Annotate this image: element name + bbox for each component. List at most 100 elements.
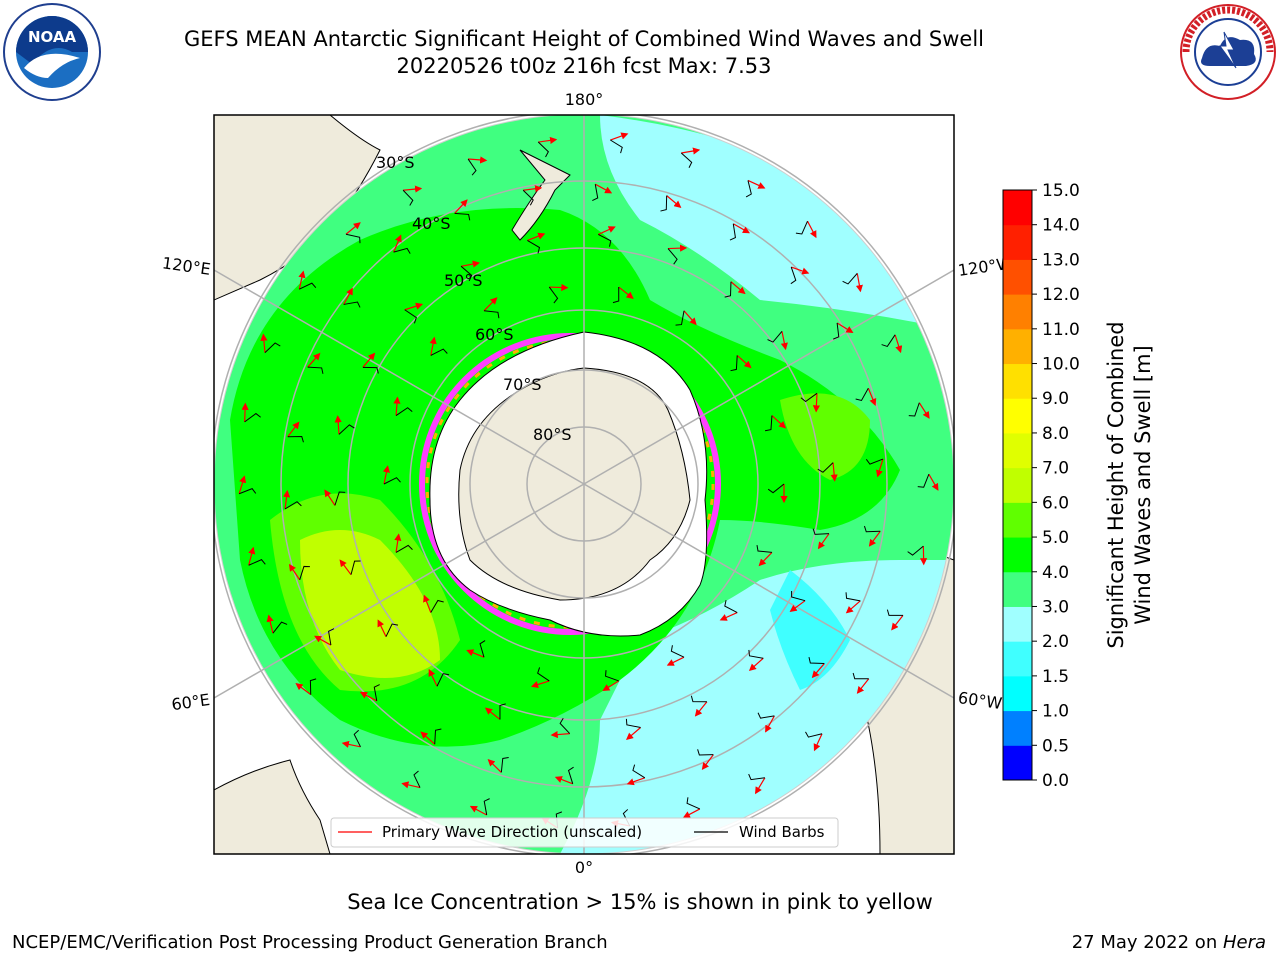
wind-barb	[842, 273, 858, 285]
wave-direction-arrow	[771, 415, 787, 429]
antarctica-continent-interior	[458, 367, 691, 601]
wind-barb	[764, 415, 773, 432]
wave-direction-arrow	[420, 731, 436, 745]
wind-barb	[395, 544, 413, 553]
colorbar-tick-label: 12.0	[1042, 285, 1080, 305]
colorbar-segment	[1003, 606, 1032, 642]
wind-barb	[373, 684, 380, 702]
wave-direction-arrow	[730, 281, 746, 295]
wave-direction-arrow	[343, 287, 353, 305]
colorbar-tick-label: 1.0	[1042, 702, 1069, 722]
wave-direction-arrow	[429, 336, 437, 356]
wind-barb	[605, 670, 619, 682]
colorbar-segment	[1003, 641, 1032, 677]
footer-credit: NCEP/EMC/Verification Post Processing Pr…	[12, 932, 608, 953]
wind-barb	[430, 599, 444, 613]
wind-barb	[299, 565, 310, 580]
wave-direction-arrow	[550, 730, 570, 739]
colorbar-segment	[1003, 328, 1032, 365]
wind-barb	[272, 621, 288, 634]
colorbar-frame	[1002, 189, 1033, 781]
nws-logo	[1180, 4, 1276, 100]
wind-barb	[748, 649, 764, 659]
chart-title: GEFS MEAN Antarctic Significant Height o…	[183, 27, 985, 51]
footer-date-text: 27 May 2022 on	[1071, 932, 1223, 953]
wave-direction-arrow	[359, 691, 378, 702]
wave-direction-arrow	[626, 727, 641, 740]
lat-label-30s: 30°S	[376, 153, 415, 172]
lat-label-50s: 50°S	[444, 271, 483, 290]
wave-direction-arrow	[719, 612, 738, 621]
colorbar-segment	[1003, 710, 1032, 746]
wind-barb	[383, 477, 401, 485]
wind-barb	[767, 483, 785, 494]
wind-barb	[309, 678, 317, 695]
wind-barb	[724, 600, 738, 614]
colorbar-tick-label: 0.0	[1042, 771, 1069, 791]
wave-direction-arrow	[468, 156, 488, 164]
wave-direction-arrow	[241, 402, 249, 422]
wind-barb	[729, 223, 736, 241]
wave-direction-arrow	[403, 185, 423, 193]
colorbar-segment	[1003, 294, 1032, 330]
wind-barb	[845, 592, 861, 602]
wave-direction-arrow	[401, 781, 421, 789]
wave-direction-arrow	[530, 680, 550, 688]
wave-direction-arrow	[394, 533, 402, 553]
wave-direction-arrow	[377, 619, 387, 637]
lon-label-60e: 60°E	[170, 690, 211, 714]
wave-direction-arrow	[428, 668, 438, 687]
wind-barb	[402, 189, 414, 206]
wind-barb	[767, 331, 783, 343]
colorbar-segment	[1003, 467, 1032, 503]
wind-barb	[287, 435, 304, 443]
wind-barb	[667, 248, 678, 265]
wave-direction-arrow	[701, 754, 714, 771]
wind-barb	[670, 645, 685, 658]
wind-barb	[680, 152, 693, 168]
wave-direction-arrow	[487, 758, 502, 773]
wind-barb	[238, 488, 257, 495]
wind-barb	[328, 628, 335, 646]
wind-barb	[522, 189, 534, 206]
wind-barb	[284, 501, 302, 510]
wind-barb	[350, 560, 361, 575]
footer-date: 27 May 2022 on Hera	[1072, 932, 1266, 953]
wind-barb	[413, 770, 421, 788]
wind-barb	[757, 712, 775, 719]
colorbar-tick-label: 14.0	[1042, 216, 1080, 236]
wave-direction-arrow	[610, 132, 629, 141]
wind-barb	[307, 366, 324, 374]
wave-direction-arrow	[549, 283, 569, 292]
map-legend: Primary Wave Direction (unscaled) Wind B…	[330, 817, 839, 848]
swh-zone-6m-peak	[300, 530, 440, 678]
wave-direction-arrow	[928, 473, 939, 491]
colorbar-segment	[1003, 675, 1032, 712]
colorbar-tick-label: 9.0	[1042, 389, 1069, 409]
wave-direction-arrow	[681, 147, 701, 155]
wave-direction-arrow	[287, 421, 300, 438]
wave-direction-arrow	[404, 302, 424, 311]
lon-label-120e: 120°E	[161, 253, 212, 279]
wave-direction-arrow	[618, 286, 634, 299]
wave-direction-arrow	[288, 563, 301, 581]
wave-direction-arrow	[454, 199, 468, 214]
colorbar-tick-label: 11.0	[1042, 320, 1080, 340]
wave-direction-arrow	[791, 266, 810, 275]
wind-barb	[907, 545, 924, 556]
wave-direction-arrow	[334, 415, 342, 435]
wind-barb	[334, 491, 346, 506]
wind-barb	[244, 412, 261, 423]
wind-barb	[865, 458, 884, 465]
wave-direction-arrow	[298, 270, 306, 290]
wave-direction-arrow	[868, 530, 881, 547]
wave-direction-arrow	[765, 715, 775, 733]
wind-barb	[881, 334, 896, 348]
wind-barb	[697, 749, 714, 756]
wind-barb	[791, 590, 806, 602]
wave-direction-arrow	[295, 683, 312, 696]
colorbar-tick-label: 5.0	[1042, 528, 1069, 548]
wind-barb	[660, 195, 668, 212]
wind-barb	[908, 402, 920, 417]
wind-barb	[917, 474, 930, 488]
